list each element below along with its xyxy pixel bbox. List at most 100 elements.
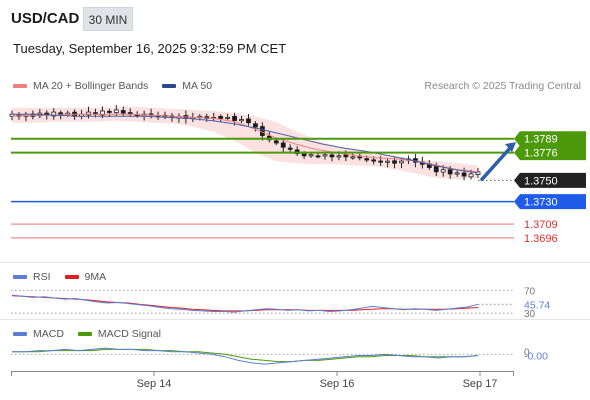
price-panel: 1.3789 1.3776 1.3750 1.3730 1.3709 1.3696	[9, 104, 586, 245]
legend-label-macd-signal: MACD Signal	[97, 328, 161, 340]
last-price-label-tag	[514, 172, 586, 188]
candle-body	[385, 160, 390, 163]
candle-body	[51, 111, 57, 117]
candle-body	[343, 154, 349, 158]
candle-body	[280, 142, 286, 148]
candle-body	[246, 118, 251, 124]
x-tick-label: Sep 16	[320, 378, 355, 390]
legend-item-macd-signal: MACD Signal	[77, 328, 161, 340]
legend-swatch-macd-signal	[77, 332, 92, 336]
candle	[120, 106, 126, 117]
pivot-label-tag	[514, 194, 586, 210]
candle-body	[86, 111, 91, 116]
price-legend: MA 20 + Bollinger Bands MA 50	[13, 80, 226, 92]
candle	[225, 113, 231, 121]
candle-body	[100, 110, 105, 116]
legend-swatch-rsi-ma	[64, 275, 79, 279]
candle	[287, 144, 293, 152]
candle-body	[308, 154, 314, 157]
x-tick-label: Sep 14	[137, 378, 172, 390]
candle-body	[120, 110, 126, 114]
candle-body	[322, 154, 328, 157]
candle-body	[329, 154, 335, 158]
candle-body	[232, 115, 237, 122]
x-axis: Sep 14 Sep 16 Sep 17	[11, 371, 514, 390]
rsi-legend: RSI 9MA	[13, 271, 120, 283]
rsi-ma-line	[11, 295, 479, 312]
candle	[454, 170, 460, 177]
last-price-label: 1.3750	[524, 175, 558, 187]
candle-body	[440, 169, 446, 173]
legend-label-rsi: RSI	[33, 271, 51, 283]
candle-body	[58, 112, 64, 115]
support-label: 1.3709	[524, 219, 558, 231]
arrow-shaft	[480, 145, 513, 182]
ma20-line	[11, 113, 479, 173]
copyright-notice: Research © 2025 Trading Central	[424, 80, 581, 92]
legend-item-ma50: MA 50	[162, 80, 212, 92]
candle-body	[287, 147, 293, 150]
candle-body	[113, 109, 119, 114]
macd-panel: 0-0.00	[11, 347, 548, 365]
candle	[350, 153, 356, 160]
candle	[51, 108, 57, 120]
symbol-title: USD/CAD	[11, 10, 80, 27]
projection-arrow-icon	[480, 142, 516, 182]
resistance-label-tag	[514, 145, 586, 161]
macd-signal-line	[12, 348, 479, 363]
candle-body	[225, 117, 231, 120]
candle-body	[454, 172, 460, 175]
legend-swatch-macd	[13, 332, 27, 336]
candle-body	[392, 160, 397, 164]
candle	[239, 115, 244, 123]
timeframe-button[interactable]: 30 MIN	[83, 7, 133, 31]
candle-body	[461, 172, 467, 177]
candle-body	[378, 160, 384, 163]
candle-body	[433, 166, 439, 173]
candle-body	[371, 159, 377, 162]
legend-item-rsi-ma: 9MA	[64, 271, 107, 283]
candle	[106, 108, 112, 118]
candle-body	[447, 169, 453, 175]
rsi-last-value: 45.74	[524, 299, 550, 311]
candle	[246, 113, 251, 126]
legend-swatch-rsi	[13, 275, 27, 279]
legend-item-rsi: RSI	[13, 271, 51, 283]
resistance-label-tag	[514, 131, 586, 147]
resistance-label: 1.3789	[524, 134, 558, 146]
legend-label-ma50: MA 50	[182, 80, 213, 92]
macd-legend: MACD MACD Signal	[13, 328, 175, 340]
macd-tick-label: 0	[524, 347, 530, 358]
levels-group: 1.3789 1.3776 1.3750 1.3730 1.3709 1.3696	[11, 131, 586, 245]
rsi-tick-label: 70	[524, 287, 536, 298]
candle-body	[301, 153, 307, 157]
bollinger-band	[12, 106, 478, 180]
candle-body	[364, 158, 370, 161]
ma50-line	[12, 113, 479, 174]
candle	[218, 114, 224, 122]
macd-last-value: -0.00	[524, 351, 548, 363]
pivot-label: 1.3730	[524, 197, 558, 209]
macd-line	[12, 347, 479, 365]
support-label: 1.3696	[524, 233, 558, 245]
legend-item-bollinger: MA 20 + Bollinger Bands	[13, 80, 148, 92]
candle	[385, 158, 390, 168]
candle-body	[273, 140, 279, 144]
legend-swatch-ma50	[162, 84, 177, 88]
candle-body	[218, 116, 224, 119]
candle-body	[253, 123, 258, 128]
x-tick-label: Sep 17	[463, 378, 498, 390]
legend-label-macd: MACD	[33, 328, 64, 340]
legend-label-rsi-ma: 9MA	[84, 271, 107, 283]
arrow-head	[505, 142, 516, 153]
chart-header: USD/CAD 30 MIN	[0, 0, 590, 36]
resistance-label: 1.3776	[524, 148, 558, 160]
candle-body	[315, 155, 321, 158]
rsi-tick-label: 30	[524, 309, 536, 320]
legend-item-macd: MACD	[13, 328, 64, 340]
candle	[232, 112, 237, 126]
candle-body	[468, 173, 474, 178]
candle	[461, 167, 467, 181]
